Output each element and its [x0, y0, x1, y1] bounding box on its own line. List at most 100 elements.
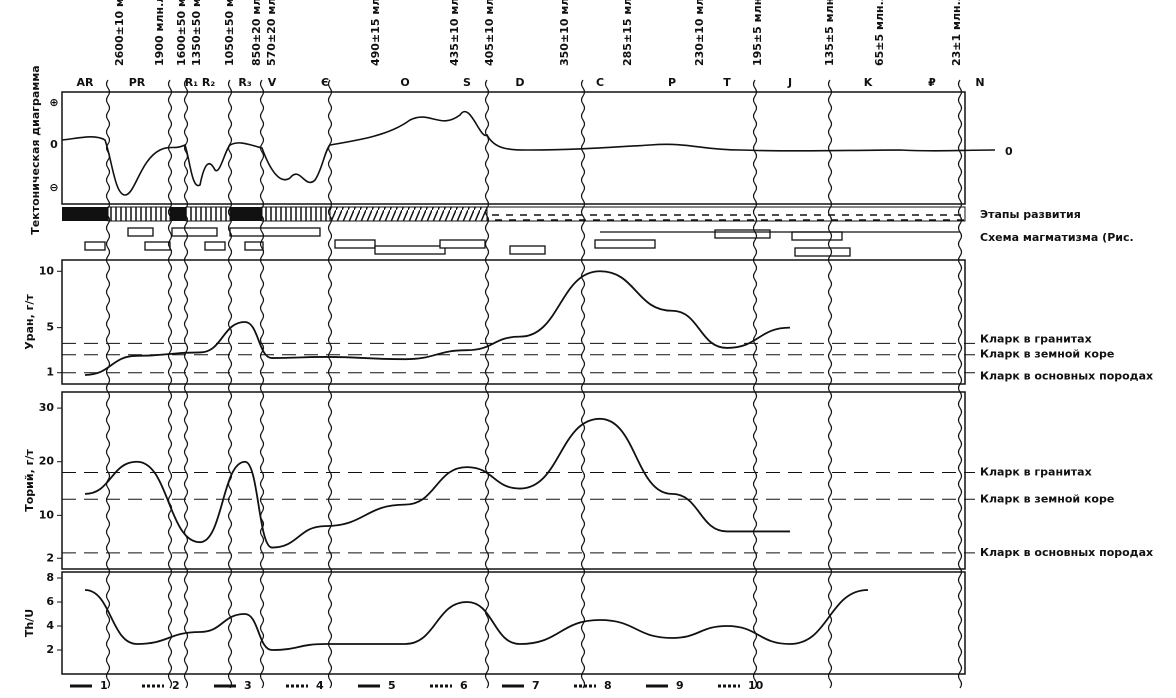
stage	[230, 207, 262, 221]
legend-label: 6	[460, 679, 468, 692]
reference-label: Кларк в земной коре	[980, 492, 1114, 505]
magma-body	[594, 239, 656, 249]
y-tick-label: 2	[46, 643, 54, 656]
period-label: ₽	[928, 76, 936, 89]
stage	[261, 206, 331, 222]
trend-line	[84, 589, 869, 651]
y-tick-label: 1	[46, 366, 54, 379]
age-label: 1600±50 млн.лет	[175, 0, 188, 66]
period-label: J	[787, 76, 792, 89]
age-label: 230±10 млн.лет	[693, 0, 706, 66]
period-label: S	[463, 76, 471, 89]
age-label: 23±1 млн.лет	[950, 0, 963, 66]
magma-body	[794, 247, 851, 257]
magma-body	[791, 231, 843, 241]
age-label: 570±20 млн.лет	[265, 0, 278, 66]
period-label: C	[596, 76, 604, 89]
legend-label: 2	[172, 679, 180, 692]
magma-body	[204, 241, 226, 251]
age-label: 195±5 млн.лет	[751, 0, 764, 66]
y-tick-label: 30	[39, 401, 55, 414]
period-label: R₃	[238, 76, 251, 89]
age-label: 405±10 млн.лет	[483, 0, 496, 66]
legend: 1 2 3 4 5 6 7 8 9 10	[70, 679, 764, 692]
reference-label: Кларк в основных породах	[980, 370, 1153, 383]
reference-label: Кларк в земной коре	[980, 348, 1114, 361]
period-label: R₁ R₂	[185, 76, 216, 89]
period-label: V	[268, 76, 277, 89]
legend-label: 3	[244, 679, 252, 692]
trend-line	[84, 270, 791, 376]
period-label: K	[864, 76, 873, 89]
magmatism-scheme: Схема магматизма (Рис.	[84, 227, 1134, 257]
magma-body	[714, 229, 771, 239]
magma-body	[509, 245, 546, 255]
stage	[170, 207, 186, 221]
tectonic-minus: ⊖	[49, 181, 58, 194]
age-label: 2600±10 млн.лет	[113, 0, 126, 66]
age-label: 850±20 млн.лет	[250, 0, 263, 66]
period-label: P	[668, 76, 676, 89]
period-label: AR	[77, 76, 95, 89]
stage	[329, 206, 488, 222]
legend-label: 8	[604, 679, 612, 692]
age-label: 490±15 млн.лет	[369, 0, 382, 66]
tectonic-zero: 0	[50, 138, 58, 151]
age-label: 135±5 млн.лет	[823, 0, 836, 66]
tectonic-label: Тектоническая диаграмма	[29, 65, 42, 234]
panel-frame	[61, 571, 966, 675]
stage	[107, 206, 171, 222]
panel-frame	[61, 259, 966, 385]
age-label: 350±10 млн.лет	[558, 0, 571, 66]
magma-body	[439, 239, 486, 249]
y-tick-label: 4	[46, 619, 54, 632]
tectonic-zero-right: 0	[1005, 145, 1013, 158]
age-label: 1350±50 млн.лет	[190, 0, 203, 66]
y-axis-label: Th/U	[23, 609, 36, 637]
y-tick-label: 5	[46, 321, 54, 334]
age-label: 435±10 млн.лет	[448, 0, 461, 66]
period-label: T	[723, 76, 731, 89]
y-tick-label: 6	[46, 595, 54, 608]
magma-body	[244, 241, 264, 251]
magma-body	[171, 227, 218, 237]
reference-label: Кларк в основных породах	[980, 546, 1153, 559]
stage	[486, 206, 966, 222]
period-label: D	[515, 76, 524, 89]
y-tick-label: 10	[39, 508, 55, 521]
age-label: 285±15 млн.лет	[621, 0, 634, 66]
age-label: 1050±50 млн.лет	[223, 0, 236, 66]
tectonic-plus: ⊕	[49, 96, 58, 109]
stage	[185, 206, 231, 222]
age-label: 65±5 млн.лет	[873, 0, 886, 66]
age-label: 1900 млн.лет	[153, 0, 166, 66]
panel-frame	[61, 91, 966, 205]
panel-frame	[61, 391, 966, 570]
y-tick-label: 8	[46, 571, 54, 584]
y-tick-label: 10	[39, 264, 55, 277]
stages-label: Этапы развития	[980, 208, 1081, 221]
legend-label: 4	[316, 679, 324, 692]
magma-body	[229, 227, 321, 237]
magma-body	[84, 241, 106, 251]
period-label: O	[400, 76, 409, 89]
y-axis-label: Уран, г/т	[23, 294, 36, 350]
y-axis-label: Торий, г/т	[23, 449, 36, 512]
reference-label: Кларк в гранитах	[980, 465, 1092, 478]
magma-body	[144, 241, 171, 251]
legend-label: 1	[100, 679, 108, 692]
magma-body	[374, 245, 446, 255]
y-tick-label: 2	[46, 551, 54, 564]
legend-label: 9	[676, 679, 684, 692]
period-label: PR	[129, 76, 146, 89]
trend-line	[84, 417, 790, 549]
period-label: N	[975, 76, 984, 89]
legend-label: 7	[532, 679, 540, 692]
tectonic-curve	[61, 111, 996, 196]
reference-label: Кларк в гранитах	[980, 332, 1092, 345]
y-tick-label: 20	[39, 455, 55, 468]
magmatism-label: Схема магматизма (Рис.	[980, 231, 1134, 244]
period-label: Є	[321, 76, 329, 89]
magma-body	[334, 239, 376, 249]
